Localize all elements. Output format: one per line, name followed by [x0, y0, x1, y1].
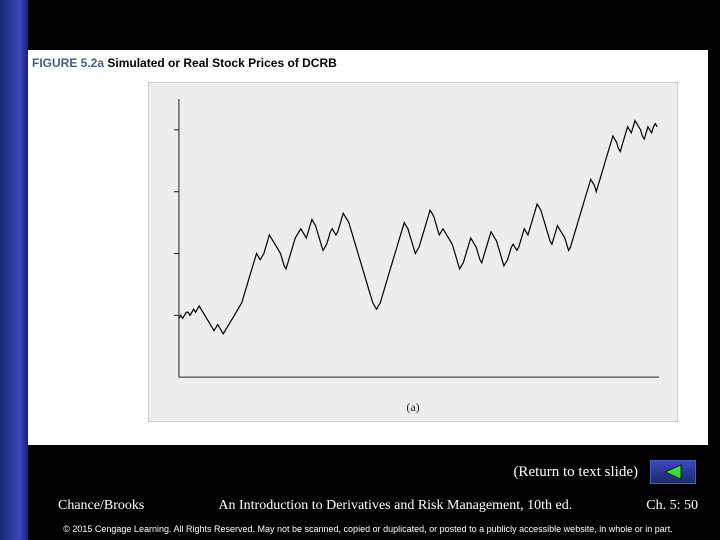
chart-inner — [161, 93, 665, 391]
chart-area: (a) — [148, 82, 678, 422]
return-link[interactable]: (Return to text slide) — [513, 464, 638, 481]
return-link-row: (Return to text slide) — [28, 458, 708, 486]
line-chart-svg — [161, 93, 665, 391]
figure-label: FIGURE 5.2a — [32, 56, 104, 70]
back-triangle-icon — [663, 464, 683, 480]
chart-sub-label: (a) — [406, 400, 419, 415]
copyright-text: © 2015 Cengage Learning. All Rights Rese… — [28, 524, 708, 534]
sidebar-gradient — [0, 0, 28, 540]
back-button[interactable] — [650, 460, 696, 484]
footer-row: Chance/Brooks An Introduction to Derivat… — [28, 498, 708, 514]
figure-title-text: Simulated or Real Stock Prices of DCRB — [107, 56, 336, 70]
footer-book-title: An Introduction to Derivatives and Risk … — [144, 498, 646, 514]
footer-page-ref: Ch. 5: 50 — [646, 498, 708, 514]
footer-authors: Chance/Brooks — [28, 498, 144, 514]
figure-container: FIGURE 5.2a Simulated or Real Stock Pric… — [28, 50, 708, 445]
figure-title: FIGURE 5.2a Simulated or Real Stock Pric… — [32, 56, 337, 70]
